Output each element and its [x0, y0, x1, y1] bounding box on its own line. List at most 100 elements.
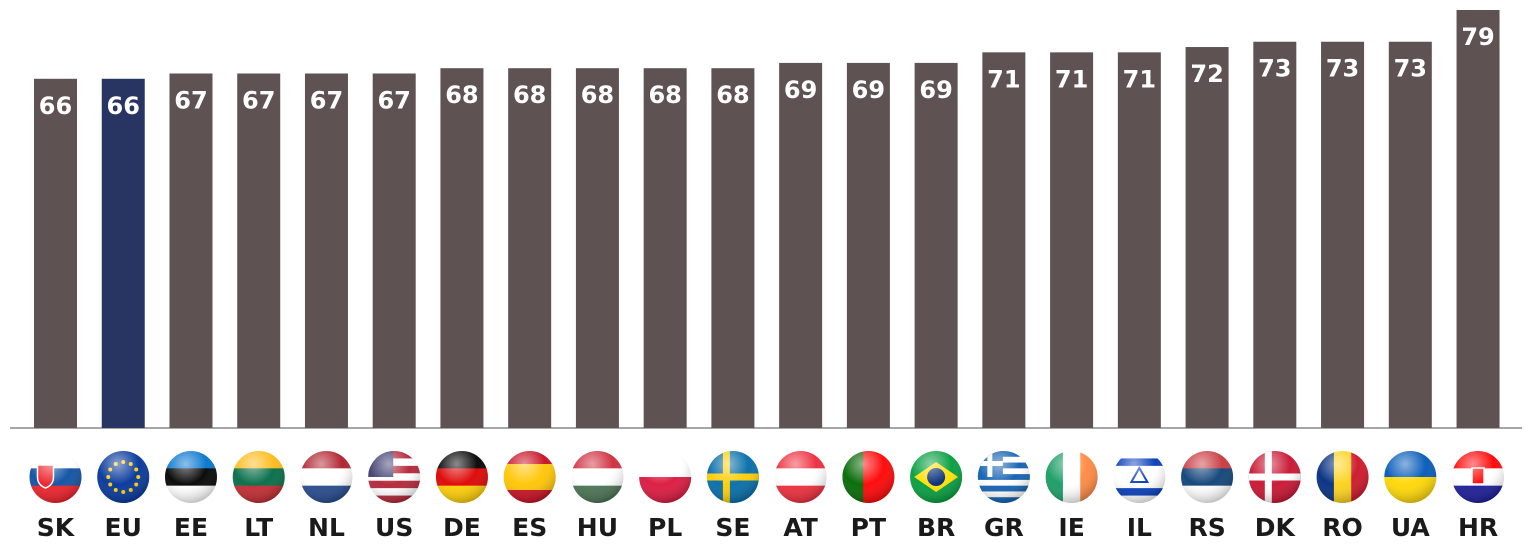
- value-label: 67: [242, 86, 275, 114]
- value-label: 69: [852, 76, 885, 104]
- bar: [169, 73, 213, 429]
- bar: [508, 68, 552, 429]
- bar: [711, 68, 755, 429]
- flag-shine: [1113, 451, 1166, 503]
- value-label: 66: [107, 92, 140, 120]
- flag: [910, 451, 963, 503]
- x-tick-label: US: [375, 513, 413, 542]
- bar: [34, 78, 77, 428]
- flag-shine: [232, 451, 285, 503]
- x-tick-label: IL: [1127, 513, 1152, 542]
- flag: [1113, 451, 1166, 503]
- flag: [29, 451, 82, 503]
- x-tick-label: SK: [37, 513, 76, 542]
- flag: [503, 451, 556, 503]
- value-label: 68: [445, 81, 478, 109]
- x-tick-label: HR: [1458, 513, 1498, 542]
- flag: [571, 451, 624, 503]
- flag: [1248, 451, 1301, 503]
- value-label: 67: [310, 86, 343, 114]
- bar: [372, 73, 416, 429]
- flag: [232, 451, 285, 503]
- flag: [706, 451, 759, 503]
- x-tick-label: RS: [1188, 513, 1225, 542]
- flag-shine: [97, 451, 150, 503]
- flag-shine: [435, 451, 488, 503]
- flag: [435, 451, 488, 503]
- x-tick-label: UA: [1391, 513, 1431, 542]
- flag-shine: [1452, 451, 1505, 503]
- x-tick-label: DE: [443, 513, 481, 542]
- bar: [575, 68, 619, 429]
- flag-shine: [977, 451, 1030, 503]
- flag-shine: [1384, 451, 1437, 503]
- flag-shine: [571, 451, 624, 503]
- flag: [842, 451, 895, 503]
- value-label: 68: [648, 81, 681, 109]
- flag-shine: [706, 451, 759, 503]
- value-label: 73: [1326, 55, 1359, 83]
- value-label: 71: [1055, 65, 1088, 93]
- bar: [846, 62, 890, 429]
- flag-shine: [164, 451, 217, 503]
- flag: [368, 451, 421, 503]
- value-label: 71: [1123, 65, 1156, 93]
- value-label: 73: [1258, 55, 1291, 83]
- flag-shine: [639, 451, 692, 503]
- flag-shine: [503, 451, 556, 503]
- x-tick-label: ES: [512, 513, 547, 542]
- value-label: 66: [39, 92, 72, 120]
- flag: [1045, 451, 1098, 503]
- x-tick-label: LT: [244, 513, 273, 542]
- bar: [440, 68, 484, 429]
- value-label: 72: [1190, 60, 1223, 88]
- flag-shine: [774, 451, 827, 503]
- value-label: 68: [581, 81, 614, 109]
- bar: [304, 73, 348, 429]
- value-label: 73: [1394, 55, 1427, 83]
- x-tick-label: IE: [1058, 513, 1084, 542]
- value-label: 79: [1461, 23, 1494, 51]
- bar: [1050, 52, 1094, 429]
- x-tick-label: GR: [984, 513, 1024, 542]
- bar: [237, 73, 281, 429]
- flag-shine: [1248, 451, 1301, 503]
- flag: [1181, 451, 1234, 503]
- flag-shine: [1316, 451, 1369, 503]
- flag: [1384, 451, 1437, 503]
- value-label: 71: [987, 65, 1020, 93]
- x-tick-label: AT: [783, 513, 817, 542]
- flag: [774, 451, 827, 503]
- value-label: 69: [919, 76, 952, 104]
- bar: [643, 68, 687, 429]
- bar: [982, 52, 1026, 429]
- value-label: 68: [513, 81, 546, 109]
- flag-shine: [1181, 451, 1234, 503]
- bar: [1185, 47, 1229, 429]
- value-label: 67: [377, 86, 410, 114]
- bar: [914, 62, 958, 429]
- x-tick-label: SE: [715, 513, 750, 542]
- flag-shine: [29, 451, 82, 503]
- flag-shine: [368, 451, 421, 503]
- value-label: 68: [716, 81, 749, 109]
- x-tick-label: PL: [648, 513, 682, 542]
- flag: [977, 451, 1030, 503]
- bar: [1388, 41, 1432, 429]
- flag: [639, 451, 692, 503]
- value-label: 69: [784, 76, 817, 104]
- flag: [300, 451, 353, 503]
- bar: [1456, 10, 1500, 428]
- x-tick-label: HU: [577, 513, 618, 542]
- x-tick-label: NL: [308, 513, 345, 542]
- x-tick-label: BR: [917, 513, 955, 542]
- flag-shine: [300, 451, 353, 503]
- bar: [1321, 41, 1365, 429]
- flag: [1316, 451, 1369, 503]
- bar: [101, 78, 145, 428]
- bar: [779, 62, 823, 429]
- x-tick-label: PT: [851, 513, 886, 542]
- flag-shine: [842, 451, 895, 503]
